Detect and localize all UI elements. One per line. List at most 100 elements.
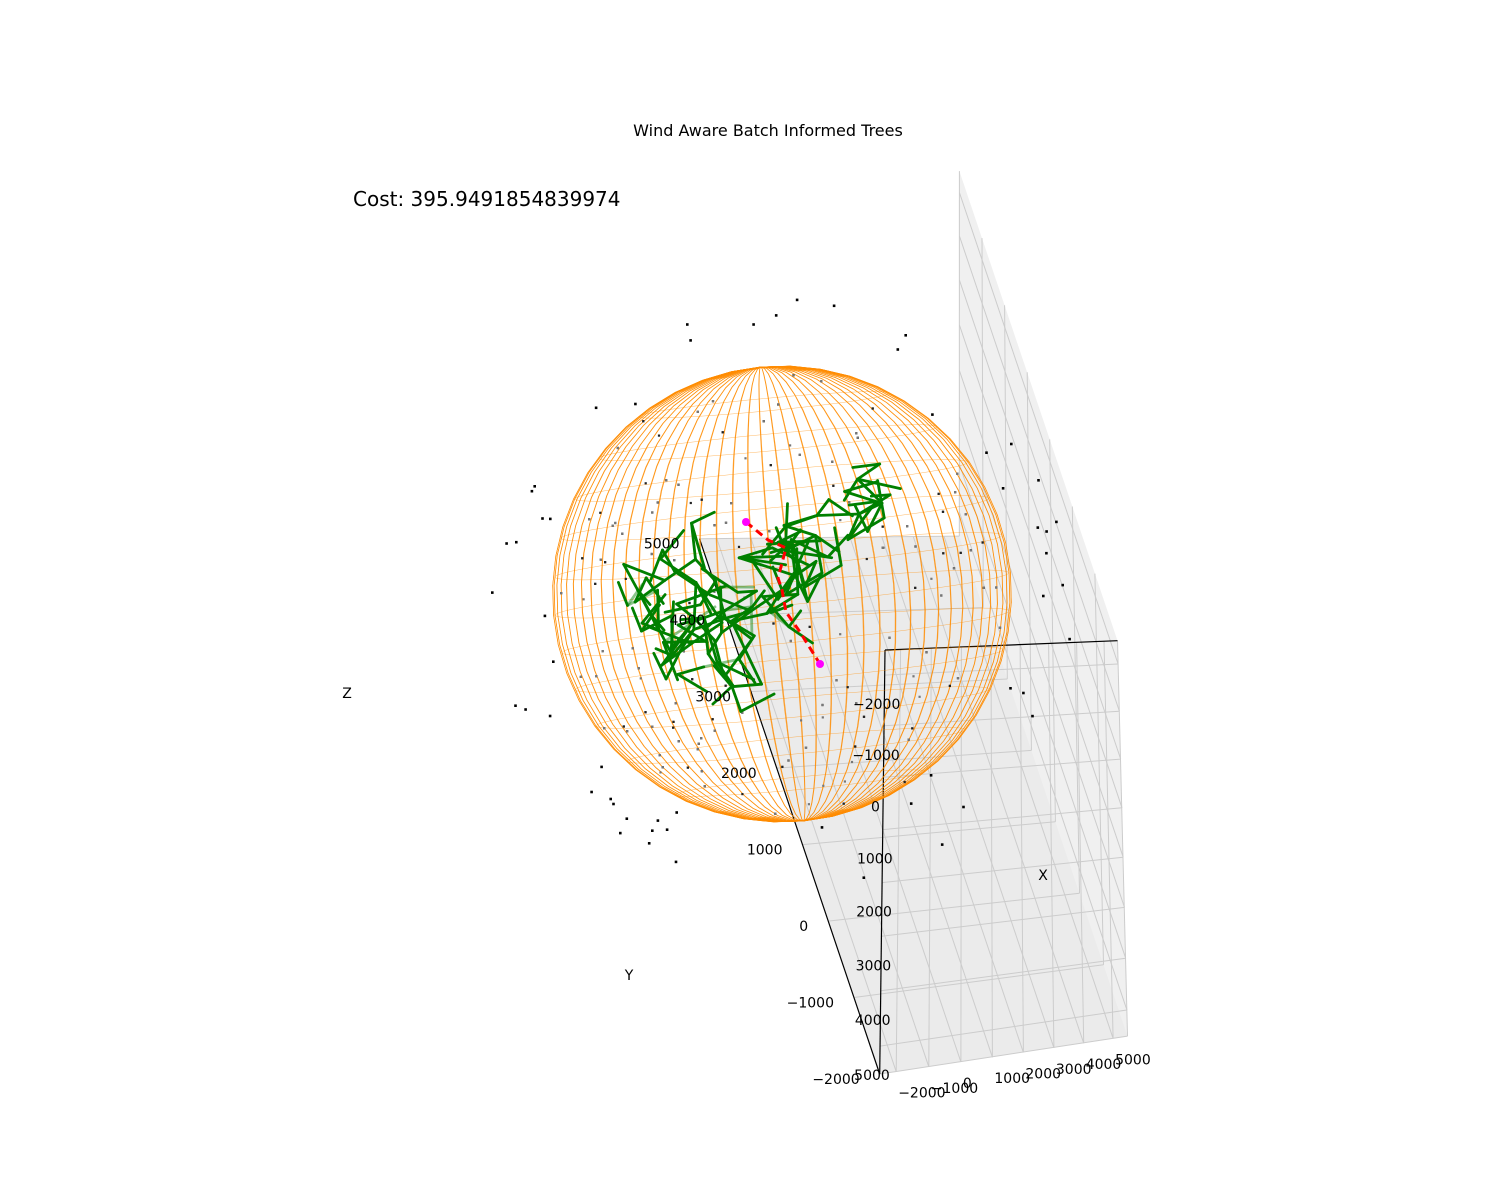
- sample-point: [1009, 687, 1012, 690]
- tree-edge: [676, 623, 709, 644]
- sample-point: [721, 431, 724, 434]
- axis-panes: [699, 171, 1128, 1074]
- sample-point: [651, 511, 654, 514]
- gridline: [1094, 573, 1104, 965]
- sample-point: [1045, 551, 1048, 555]
- tree-edge: [784, 514, 819, 528]
- y-axis-label: Y: [624, 968, 634, 984]
- gridline: [1019, 644, 1024, 1053]
- sample-point: [644, 711, 647, 714]
- y-tick-label: 4000: [855, 1013, 891, 1029]
- tree-edge: [793, 559, 818, 578]
- tree-edge: [712, 664, 734, 689]
- sample-point: [737, 545, 741, 548]
- sample-point: [548, 714, 552, 718]
- tree-edge: [826, 533, 850, 559]
- gridline: [990, 645, 993, 1058]
- tree-edge: [695, 584, 727, 598]
- tree-edge: [761, 525, 787, 556]
- axis-pane: [959, 171, 1128, 1037]
- sample-point: [588, 518, 591, 521]
- sample-point: [925, 651, 928, 654]
- sample-point: [807, 803, 810, 806]
- tree-edge: [715, 660, 735, 687]
- gridline: [958, 235, 1120, 712]
- gridline: [750, 678, 1008, 693]
- gridline: [960, 646, 962, 1063]
- tree-edge: [803, 559, 818, 589]
- sample-point: [543, 614, 547, 618]
- sample-point: [582, 598, 585, 601]
- tree-edge: [787, 609, 803, 629]
- tree-edge: [856, 462, 882, 481]
- z-tick-label: 4000: [670, 613, 706, 629]
- path-line: [745, 520, 822, 665]
- tree-edge: [679, 616, 706, 621]
- tree-edge: [719, 585, 723, 635]
- sample-point: [614, 521, 617, 525]
- sample-point: [661, 766, 664, 769]
- tree-edge: [751, 589, 766, 609]
- tree-edge: [736, 589, 758, 594]
- x-axis-label: X: [1038, 868, 1048, 884]
- tree-edge: [692, 605, 717, 623]
- tree-edge: [711, 684, 735, 706]
- sample-point: [622, 725, 625, 728]
- sample-point: [724, 521, 728, 524]
- sample-point: [700, 498, 703, 501]
- tree-edge: [708, 593, 753, 613]
- sample-point: [672, 720, 675, 723]
- sample-point: [579, 675, 582, 678]
- sample-point: [789, 639, 792, 643]
- sample-point: [741, 711, 744, 714]
- sample-point: [1036, 526, 1040, 529]
- gridline: [816, 537, 993, 1058]
- x-tick-label: 2000: [1025, 1067, 1061, 1083]
- sample-point: [741, 793, 744, 796]
- goal-point: [816, 660, 824, 668]
- tree-edge: [631, 606, 643, 633]
- tree-edge: [622, 562, 667, 582]
- gridline: [958, 511, 1128, 1011]
- sample-point: [647, 842, 651, 845]
- tree-edge: [766, 540, 792, 546]
- sample-point: [675, 811, 678, 814]
- sample-point: [862, 876, 866, 879]
- sample-point: [700, 737, 703, 740]
- sample-point: [956, 472, 959, 475]
- gridline: [802, 821, 1056, 846]
- chart-title: Wind Aware Batch Informed Trees: [633, 121, 903, 140]
- sample-point: [711, 718, 714, 721]
- tree-edge: [721, 615, 754, 641]
- start-point: [742, 518, 750, 526]
- sample-point: [1045, 530, 1048, 533]
- tree-edge: [633, 579, 667, 604]
- sample-point: [865, 557, 868, 561]
- z-axis-label: Z: [342, 686, 352, 702]
- gridline: [1103, 641, 1114, 1039]
- tree-edge: [737, 634, 756, 661]
- sample-point: [581, 557, 584, 560]
- sample-point: [931, 413, 934, 416]
- tree-edge: [856, 477, 884, 505]
- sample-point: [1042, 594, 1045, 598]
- sample-point: [854, 745, 857, 748]
- sample-point: [696, 748, 699, 751]
- sample-point: [524, 708, 527, 711]
- sample-point: [1068, 637, 1071, 641]
- sample-point: [1031, 714, 1034, 718]
- gridline: [1004, 305, 1008, 680]
- x-tick-label: 5000: [1115, 1052, 1151, 1068]
- sample-point: [609, 797, 612, 801]
- sample-point: [959, 551, 962, 554]
- sample-point: [1001, 487, 1005, 490]
- tree-edge: [851, 462, 882, 469]
- sample-point: [619, 831, 622, 835]
- sample-point: [930, 577, 933, 580]
- y-tick-label: 1000: [857, 852, 893, 868]
- sample-point: [832, 304, 836, 308]
- ellipsoid-parallel: [574, 459, 969, 502]
- sample-point: [969, 549, 972, 552]
- sample-point: [998, 626, 1002, 629]
- x-tick-label: −2000: [898, 1086, 945, 1102]
